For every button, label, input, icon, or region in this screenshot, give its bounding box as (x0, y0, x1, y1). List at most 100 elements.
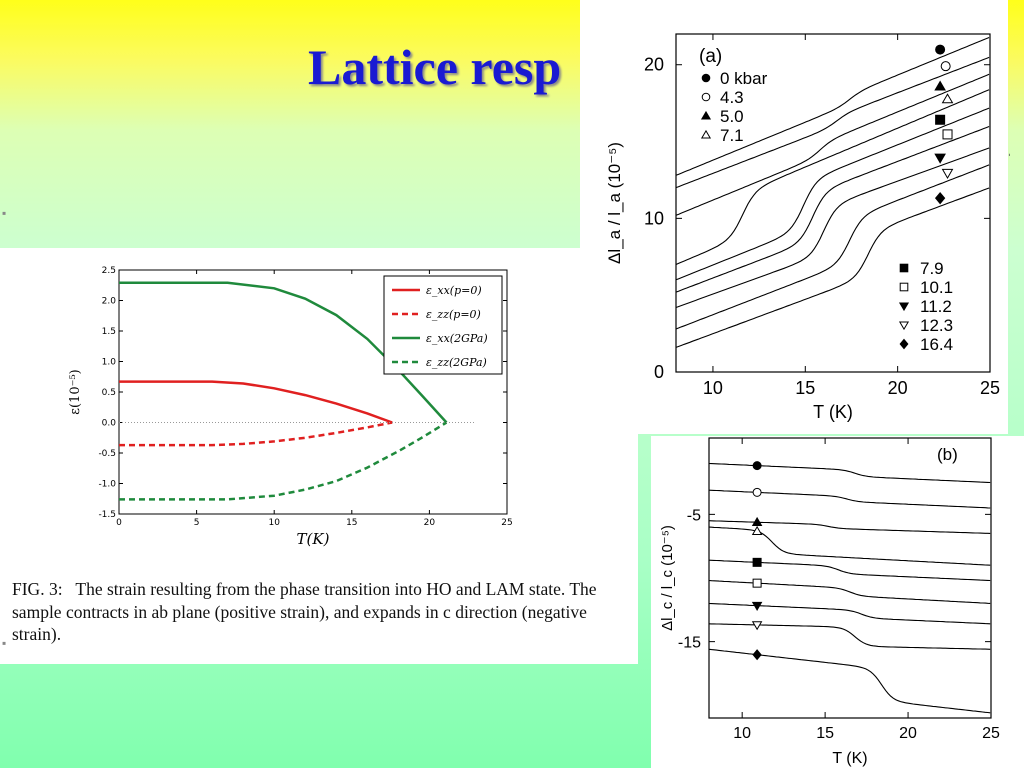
legend-label: 11.2 (920, 297, 952, 316)
x-tick-label: 25 (980, 378, 1000, 398)
x-axis-label: T (K) (832, 750, 867, 767)
y-axis-label: Δl_a / l_a (10⁻⁵) (605, 142, 624, 264)
x-tick-label: 0 (116, 518, 122, 528)
data-marker-5 (752, 578, 762, 588)
data-marker-4 (752, 557, 762, 567)
y-tick-label: -15 (678, 635, 701, 652)
series-line-3 (708, 526, 991, 566)
y-tick-label: 0.5 (102, 388, 116, 398)
series-line-2 (708, 520, 991, 534)
legend-label: 7.9 (920, 259, 944, 278)
series-line-0 (119, 380, 393, 424)
y-tick-label: 1.0 (102, 358, 117, 368)
y-tick-label: 2.0 (102, 297, 117, 307)
data-marker-6 (934, 153, 946, 164)
x-tick-label: 20 (888, 378, 908, 398)
y-tick-label: -1.5 (98, 510, 116, 520)
series-line-5 (708, 579, 991, 604)
y-tick-label: 20 (644, 55, 664, 75)
y-tick-label: -0.5 (98, 449, 116, 459)
data-marker-0 (935, 44, 946, 55)
data-marker-3 (751, 525, 763, 536)
legend-marker (700, 110, 712, 120)
legend-marker (899, 282, 909, 292)
legend-label: 10.1 (920, 278, 953, 297)
y-axis-label: Δl_c / l_c (10⁻⁵) (659, 525, 676, 631)
series-line-2 (675, 73, 990, 216)
x-tick-label: 10 (733, 725, 751, 742)
series-line-4 (675, 107, 990, 281)
series-line-2 (119, 281, 448, 424)
series-line-7 (708, 623, 991, 650)
strain-vs-temperature-chart: 0 5 10 15 20 25 -1.5 -1.0 -0.5 0.0 0.5 1.0 1.5 2.0 2.5… (68, 266, 513, 548)
legend-label: ε_xx(p=0) (426, 284, 482, 297)
slide-title: Lattice resp (308, 39, 562, 95)
legend-marker (701, 92, 711, 102)
data-marker-8 (934, 192, 946, 205)
series-line-0 (675, 36, 990, 176)
y-tick-label: -1.0 (98, 480, 116, 490)
legend-label: 16.4 (920, 335, 953, 354)
series-line-6 (708, 602, 991, 625)
x-tick-label: 10 (703, 378, 723, 398)
bullet-marker: ▪ (2, 636, 7, 650)
series-line-5 (675, 125, 990, 293)
y-tick-label: 10 (644, 208, 664, 228)
x-tick-label: 15 (346, 518, 357, 528)
series-line-3 (675, 89, 990, 266)
legend-label: ε_zz(2GPa) (426, 356, 487, 369)
y-axis-label: ε(10⁻⁵) (68, 369, 83, 415)
x-tick-label: 5 (194, 518, 200, 528)
x-tick-label: 15 (816, 725, 834, 742)
legend-marker (899, 263, 909, 273)
edge-mark: ˌ (1007, 140, 1012, 156)
bullet-marker: ▪ (2, 206, 7, 220)
legend-marker (898, 302, 910, 312)
legend-label: 4.3 (720, 88, 744, 107)
panel-label: (b) (937, 445, 958, 464)
data-marker-4 (935, 114, 946, 125)
series-line-6 (675, 147, 990, 309)
data-marker-0 (752, 461, 762, 471)
legend-marker (898, 321, 910, 331)
panel-b: 10 15 20 25 -5 -15 T (K) Δl_c / l_c (10⁻⁵) (b) (651, 436, 1024, 768)
plot-frame (708, 437, 992, 719)
expansion-c-chart: 10 15 20 25 -5 -15 T (K) Δl_c / l_c (10⁻⁵) (b) (659, 437, 1000, 767)
panel-a: 10 15 20 25 0 10 20 T (K) Δl_a / l_a (10⁻⁵) (a) 0 … (580, 0, 1008, 434)
legend-label: ε_xx(2GPa) (426, 332, 488, 345)
y-tick-label: -5 (687, 507, 701, 524)
legend-label: 12.3 (920, 316, 953, 335)
data-marker-1 (940, 61, 951, 72)
y-tick-label: 2.5 (102, 266, 116, 276)
legend-box (383, 275, 503, 375)
x-tick-label: 10 (268, 518, 280, 528)
series-line-1 (708, 489, 991, 509)
series-line-3 (119, 421, 448, 501)
expansion-a-chart: 10 15 20 25 0 10 20 T (K) Δl_a / l_a (10⁻⁵) (a) 0 … (605, 33, 1000, 422)
legend-marker (899, 338, 909, 350)
legend-marker (701, 73, 711, 83)
series-line-1 (675, 56, 990, 189)
x-tick-label: 25 (501, 518, 512, 528)
legend-label: 7.1 (720, 126, 744, 145)
y-tick-label: 0.0 (102, 419, 117, 429)
theory-figure-panel: 0 5 10 15 20 25 -1.5 -1.0 -0.5 0.0 0.5 1.0 1.5 2.0 2.5… (0, 248, 638, 664)
series-line-0 (708, 462, 991, 484)
data-marker-3 (941, 93, 954, 104)
data-marker-5 (942, 129, 953, 140)
series-line-1 (119, 421, 393, 447)
data-marker-8 (752, 649, 762, 661)
figure-caption: FIG. 3: The strain resulting from the ph… (12, 578, 612, 646)
legend-label: 5.0 (720, 107, 744, 126)
y-tick-label: 1.5 (102, 327, 116, 337)
plot-frame (675, 33, 991, 373)
series-line-7 (675, 164, 990, 330)
series-line-8 (708, 648, 991, 714)
legend-label: 0 kbar (720, 69, 768, 88)
panel-label: (a) (699, 46, 722, 67)
data-marker-2 (934, 80, 946, 91)
x-tick-label: 20 (899, 725, 917, 742)
data-marker-1 (752, 487, 762, 497)
legend-label: ε_zz(p=0) (426, 308, 481, 321)
y-tick-label: 0 (654, 362, 664, 382)
